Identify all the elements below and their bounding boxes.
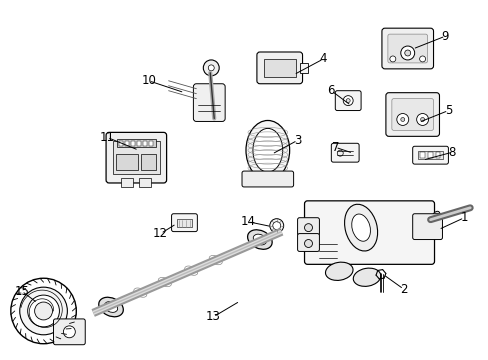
FancyBboxPatch shape [381, 28, 433, 69]
Bar [427, 152, 432, 158]
Bar [137, 141, 141, 146]
FancyBboxPatch shape [171, 214, 197, 231]
Bar [124, 141, 129, 146]
Text: 9: 9 [441, 30, 448, 42]
Bar [141, 154, 155, 170]
Circle shape [400, 117, 404, 121]
Ellipse shape [325, 262, 352, 280]
FancyBboxPatch shape [331, 143, 358, 162]
Ellipse shape [253, 234, 266, 245]
Bar [119, 141, 122, 146]
Circle shape [400, 46, 414, 60]
Circle shape [63, 326, 75, 338]
Text: 3: 3 [293, 134, 301, 147]
Circle shape [203, 60, 219, 76]
Text: 11: 11 [100, 131, 114, 144]
FancyBboxPatch shape [304, 201, 434, 264]
Ellipse shape [252, 129, 282, 172]
Circle shape [396, 113, 408, 125]
Circle shape [208, 65, 214, 71]
Circle shape [28, 295, 60, 327]
Text: 10: 10 [141, 74, 156, 87]
Text: 4: 4 [319, 53, 326, 66]
FancyBboxPatch shape [335, 91, 360, 111]
Bar [139, 178, 150, 187]
Ellipse shape [351, 214, 370, 241]
FancyBboxPatch shape [256, 52, 302, 84]
Ellipse shape [427, 211, 440, 232]
Bar [264, 59, 295, 77]
Ellipse shape [245, 121, 289, 180]
FancyBboxPatch shape [193, 84, 224, 121]
Ellipse shape [344, 204, 377, 251]
Bar [142, 141, 146, 146]
Text: 5: 5 [444, 104, 451, 117]
Bar [116, 154, 138, 170]
Circle shape [304, 239, 312, 247]
FancyBboxPatch shape [242, 171, 293, 187]
Text: 13: 13 [205, 310, 220, 323]
FancyBboxPatch shape [412, 214, 442, 239]
Circle shape [389, 56, 395, 62]
Bar [148, 141, 152, 146]
Circle shape [35, 302, 52, 320]
Bar [176, 219, 192, 227]
Ellipse shape [352, 268, 380, 286]
Text: 2: 2 [399, 283, 407, 296]
Circle shape [346, 99, 349, 103]
FancyBboxPatch shape [387, 34, 427, 63]
Circle shape [304, 224, 312, 231]
Circle shape [343, 96, 352, 105]
Bar [121, 178, 133, 187]
Text: 1: 1 [460, 211, 467, 224]
Circle shape [20, 287, 67, 335]
Text: 6: 6 [327, 84, 334, 97]
Circle shape [269, 219, 283, 233]
FancyBboxPatch shape [53, 319, 85, 345]
Bar [419, 152, 424, 158]
Bar [435, 152, 440, 158]
FancyBboxPatch shape [106, 132, 166, 183]
Bar [117, 139, 155, 147]
Circle shape [416, 113, 427, 125]
Circle shape [337, 150, 343, 156]
Bar [299, 63, 307, 73]
Circle shape [272, 222, 280, 230]
Text: 14: 14 [240, 215, 255, 228]
FancyBboxPatch shape [297, 234, 319, 251]
Circle shape [404, 50, 410, 56]
FancyBboxPatch shape [412, 146, 447, 164]
Circle shape [420, 117, 424, 121]
Text: 7: 7 [331, 141, 338, 154]
FancyBboxPatch shape [391, 99, 433, 130]
FancyBboxPatch shape [385, 93, 439, 136]
Bar [113, 141, 160, 174]
FancyBboxPatch shape [297, 218, 319, 235]
Circle shape [419, 56, 425, 62]
Ellipse shape [247, 230, 272, 249]
Text: 15: 15 [14, 285, 29, 298]
Ellipse shape [99, 297, 123, 317]
Text: 12: 12 [153, 227, 168, 240]
Bar [131, 141, 135, 146]
Text: 8: 8 [448, 146, 455, 159]
Bar [417, 151, 443, 159]
Ellipse shape [104, 302, 118, 312]
